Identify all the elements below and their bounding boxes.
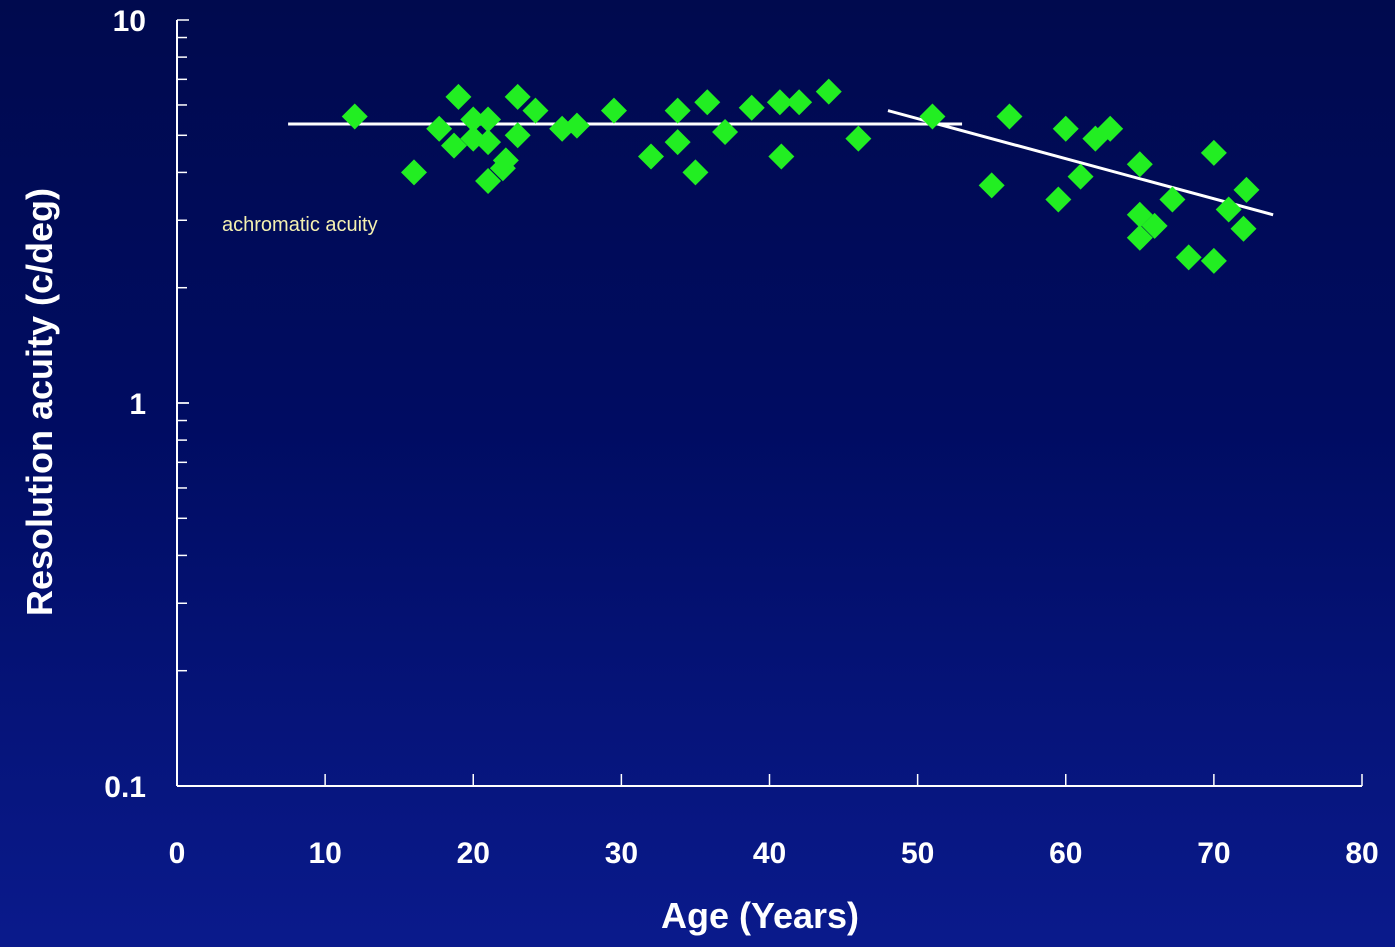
- data-point: [341, 103, 368, 130]
- data-point: [504, 122, 531, 149]
- x-tick-label: 80: [1345, 837, 1378, 870]
- data-point: [815, 78, 842, 105]
- data-point: [786, 89, 813, 116]
- data-point: [845, 125, 872, 152]
- x-tick-label: 60: [1049, 837, 1082, 870]
- data-point: [1097, 115, 1124, 142]
- x-tick-label: 10: [308, 837, 341, 870]
- data-point: [1233, 176, 1260, 203]
- data-point: [440, 132, 467, 159]
- data-point: [664, 129, 691, 156]
- x-tick-label: 30: [605, 837, 638, 870]
- x-tick-label: 40: [753, 837, 786, 870]
- data-point: [694, 89, 721, 116]
- data-point: [1215, 196, 1242, 223]
- data-point: [475, 106, 502, 133]
- data-point: [738, 94, 765, 121]
- data-point: [1200, 247, 1227, 274]
- data-point: [475, 129, 502, 156]
- data-point: [1052, 115, 1079, 142]
- x-tick-label: 50: [901, 837, 934, 870]
- data-points: [341, 78, 1260, 274]
- x-tick-label: 0: [169, 837, 186, 870]
- fit-lines: [288, 109, 1274, 217]
- data-point: [563, 112, 590, 139]
- data-point: [664, 97, 691, 124]
- labels: 0 10 20 30 40 50 60 70 80 10 1 0.1: [104, 5, 1378, 870]
- y-tick-label: 0.1: [104, 771, 146, 804]
- data-point: [996, 103, 1023, 130]
- data-point: [475, 167, 502, 194]
- data-point: [638, 143, 664, 170]
- data-point: [401, 159, 427, 186]
- x-axis-title: Age (Years): [661, 895, 859, 936]
- data-point: [919, 103, 946, 130]
- annotation-label: achromatic acuity: [222, 214, 378, 236]
- data-point: [522, 97, 549, 124]
- data-point: [460, 106, 487, 133]
- data-point: [682, 159, 709, 186]
- data-point: [426, 115, 453, 142]
- data-point: [445, 83, 472, 110]
- data-point: [768, 143, 795, 170]
- data-point: [1067, 163, 1094, 190]
- data-point: [600, 97, 627, 124]
- data-point: [1126, 224, 1153, 251]
- data-point: [1141, 212, 1168, 239]
- data-point: [1159, 186, 1186, 213]
- data-point: [1045, 186, 1072, 213]
- axes: [176, 19, 1363, 787]
- data-point: [1230, 215, 1257, 242]
- data-point: [1200, 139, 1227, 166]
- data-point: [712, 119, 739, 146]
- x-tick-label: 70: [1197, 837, 1230, 870]
- y-tick-label: 10: [113, 5, 146, 38]
- data-point: [1175, 244, 1202, 271]
- y-axis-title: Resolution acuity (c/deg): [19, 188, 60, 616]
- data-point: [1126, 151, 1153, 178]
- data-point: [766, 89, 793, 116]
- data-point: [504, 83, 531, 110]
- data-point: [492, 147, 519, 174]
- fit-line: [887, 109, 1274, 217]
- y-tick-label: 1: [129, 388, 146, 421]
- data-point: [978, 172, 1005, 199]
- x-tick-label: 20: [457, 837, 490, 870]
